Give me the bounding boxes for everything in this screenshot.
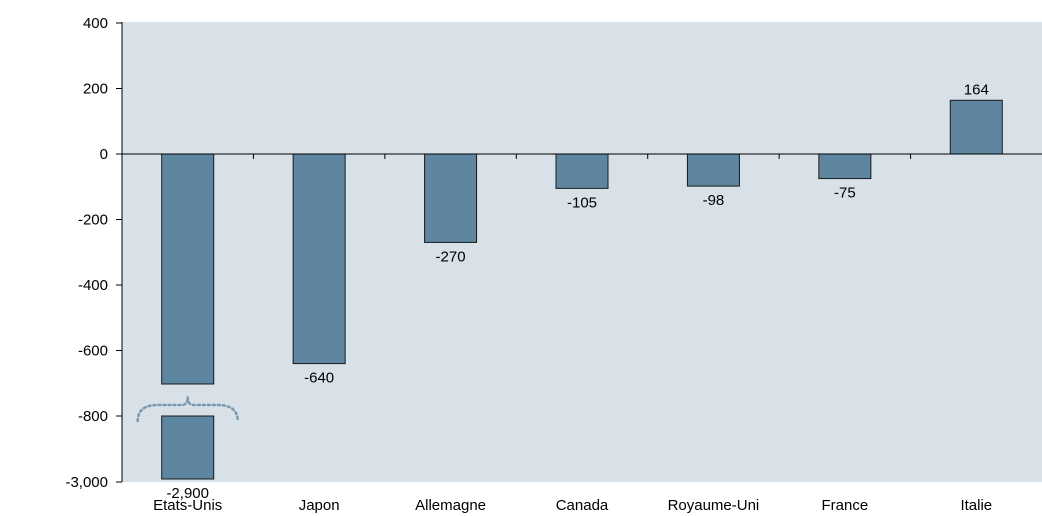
y-tick-label: 400 [83,15,108,32]
category-labels: Etats-Unis Japon Allemagne Canada Royaume-Un… [153,497,992,514]
bar-italie [949,99,1003,155]
y-tick-label: -600 [78,343,108,360]
category-label-royaume-uni: Royaume-Uni [668,497,760,514]
data-label-france: -75 [834,185,856,202]
category-label-japon: Japon [299,497,340,514]
y-tick-label: -200 [78,212,108,229]
zero-line [122,153,1042,159]
bar-france [818,153,872,180]
data-labels: -2,900 -640 -270 -105 -98 -75 164 [166,81,988,502]
data-label-italie: 164 [964,81,989,98]
data-label-japon: -640 [304,370,334,387]
bar-etats-unis-lower [161,415,215,480]
category-label-allemagne: Allemagne [415,497,486,514]
data-label-royaume-uni: -98 [703,192,725,209]
bar-japon [292,153,346,365]
data-label-etats-unis: -2,900 [166,485,209,502]
data-label-allemagne: -270 [436,248,466,265]
y-tick-label: 200 [83,81,108,98]
y-tick-label: -3,000 [65,474,108,491]
category-label-etats-unis: Etats-Unis [153,497,222,514]
bars [161,99,1003,480]
y-tick-label: -800 [78,408,108,425]
category-label-canada: Canada [556,497,609,514]
bar-canada [555,153,609,189]
y-axis: -3,000 -800 -600 -400 -200 0 200 400 [65,15,123,491]
bar-royaume-uni [686,153,740,187]
break-brace [136,396,239,423]
category-label-france: France [822,497,869,514]
plot-area [122,22,1042,482]
bar-allemagne [424,153,478,243]
bar-etats-unis-upper [161,153,215,385]
axis-break-marker [136,396,239,423]
y-tick-label: 0 [100,146,108,163]
category-label-italie: Italie [960,497,992,514]
y-tick-label: -400 [78,277,108,294]
data-label-canada: -105 [567,194,597,211]
